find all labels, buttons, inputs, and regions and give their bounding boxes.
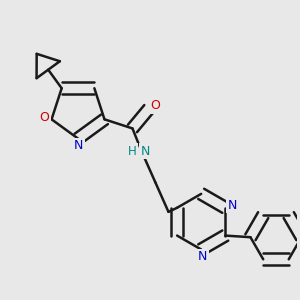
Text: N: N [74, 139, 83, 152]
Text: O: O [39, 111, 49, 124]
Text: N: N [198, 250, 208, 263]
Text: N: N [228, 199, 237, 212]
Text: N: N [141, 145, 150, 158]
Text: H: H [128, 145, 136, 158]
Text: O: O [150, 99, 160, 112]
